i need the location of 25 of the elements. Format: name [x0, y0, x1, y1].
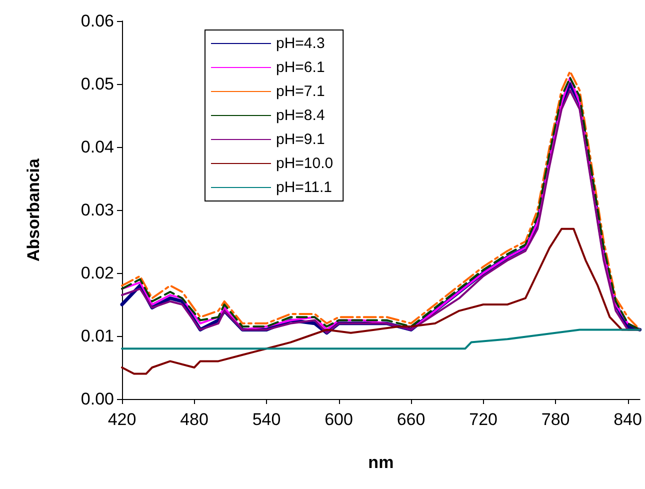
legend-label: pH=11.1 [276, 179, 332, 196]
legend-label: pH=4.3 [276, 35, 325, 52]
x-tick-label: 660 [396, 410, 426, 429]
y-axis-title: Absorbancia [24, 158, 43, 262]
x-axis-title: nm [368, 453, 394, 472]
x-tick-label: 480 [180, 410, 208, 429]
x-tick-label: 600 [324, 410, 353, 429]
y-tick-label: 0.02 [80, 264, 114, 282]
y-tick-label: 0.04 [80, 138, 114, 156]
legend-label: pH=10.0 [276, 155, 334, 172]
x-tick-label: 840 [614, 410, 642, 429]
y-tick-label: 0.05 [80, 74, 114, 94]
line-series [121, 328, 641, 350]
y-tick-label: 0.01 [80, 326, 114, 346]
y-tick-label: 0.06 [80, 12, 114, 30]
legend-label: pH=6.1 [276, 59, 325, 76]
x-tick-label: 720 [469, 410, 498, 429]
x-tick-label: 540 [252, 410, 281, 429]
y-tick-label: 0.00 [80, 390, 114, 408]
x-tick-label: 420 [108, 410, 136, 429]
legend-label: pH=8.4 [276, 107, 325, 124]
legend-label: pH=9.1 [276, 131, 325, 148]
legend-label: pH=7.1 [276, 83, 325, 100]
y-tick-label: 0.03 [80, 200, 114, 220]
x-tick-label: 780 [541, 410, 570, 429]
